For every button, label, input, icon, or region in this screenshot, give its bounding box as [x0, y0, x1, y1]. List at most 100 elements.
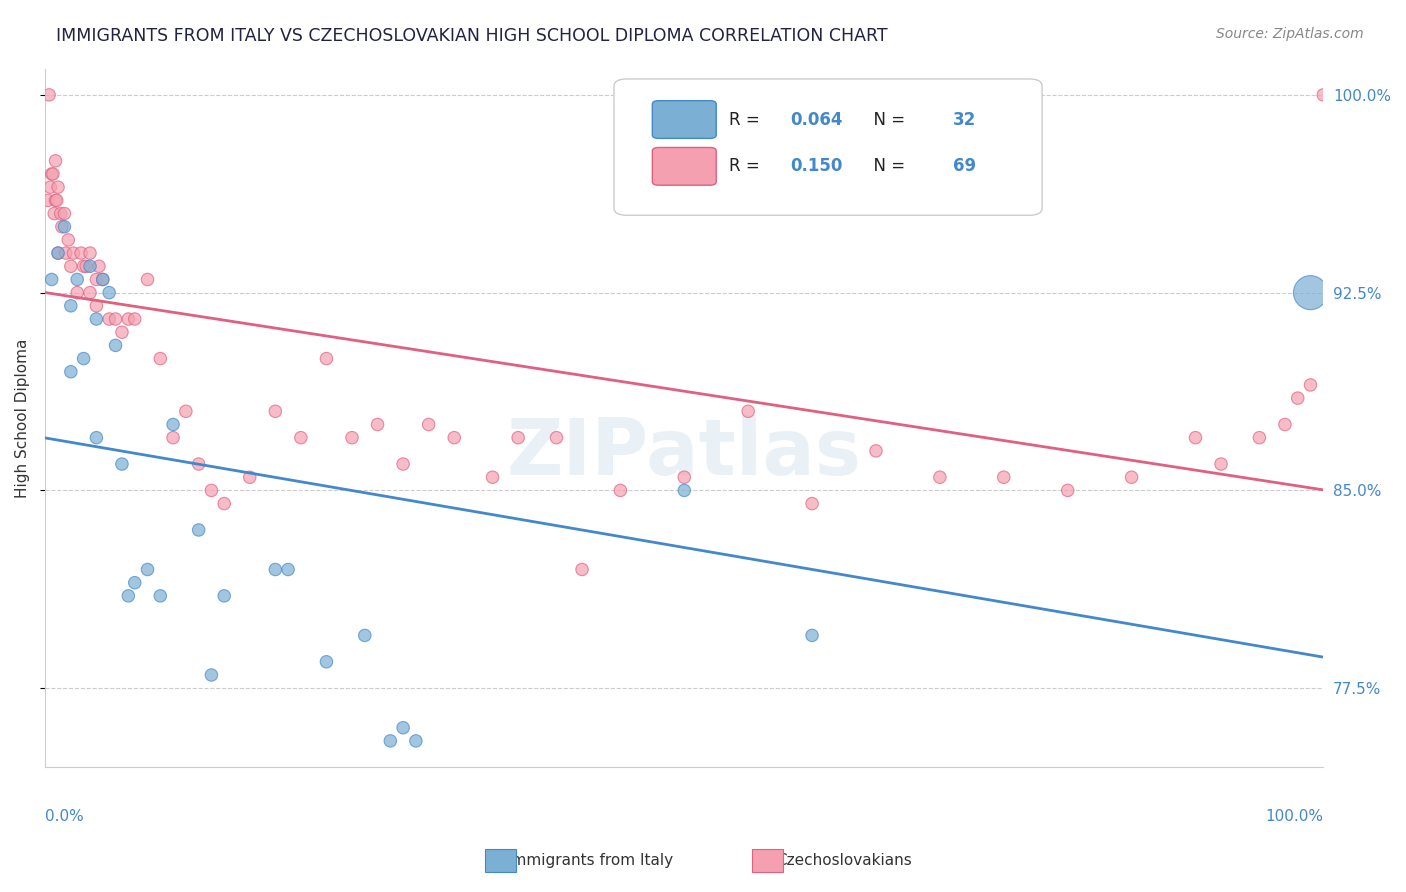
Point — [124, 312, 146, 326]
Text: R =: R = — [728, 111, 765, 128]
Point — [136, 272, 159, 286]
Point — [418, 417, 440, 432]
Point — [546, 431, 568, 445]
Point — [86, 272, 108, 286]
Point — [41, 272, 63, 286]
Point — [609, 483, 631, 498]
Point — [508, 431, 530, 445]
Point — [149, 589, 172, 603]
Point — [1286, 391, 1309, 405]
Point — [62, 246, 84, 260]
Point — [42, 167, 65, 181]
Point — [1299, 378, 1322, 392]
Point — [136, 562, 159, 576]
Point — [340, 431, 363, 445]
Point — [200, 668, 222, 682]
Point — [124, 575, 146, 590]
Point — [44, 206, 66, 220]
Point — [39, 180, 62, 194]
Point — [104, 338, 127, 352]
Point — [46, 180, 69, 194]
Point — [239, 470, 262, 484]
Point — [104, 312, 127, 326]
Point — [187, 523, 209, 537]
Point — [79, 246, 101, 260]
Point — [481, 470, 503, 484]
Point — [162, 431, 184, 445]
Point — [58, 233, 80, 247]
Point — [865, 443, 887, 458]
Point — [86, 312, 108, 326]
Point — [353, 628, 375, 642]
Point — [392, 721, 415, 735]
Point — [1249, 431, 1271, 445]
Point — [44, 194, 66, 208]
Point — [1209, 457, 1232, 471]
Point — [290, 431, 312, 445]
Point — [72, 260, 94, 274]
Point — [212, 497, 235, 511]
Text: ZIPatlas: ZIPatlas — [506, 415, 862, 491]
Point — [315, 351, 337, 366]
Point — [571, 562, 593, 576]
Point — [72, 351, 94, 366]
Text: Immigrants from Italy: Immigrants from Italy — [508, 854, 673, 868]
Point — [87, 260, 110, 274]
Point — [367, 417, 389, 432]
Point — [1121, 470, 1143, 484]
Point — [91, 272, 114, 286]
Text: 0.064: 0.064 — [790, 111, 842, 128]
Point — [801, 628, 824, 642]
Point — [46, 246, 69, 260]
Point — [51, 219, 73, 234]
Point — [53, 219, 76, 234]
Point — [111, 457, 134, 471]
Point — [37, 194, 59, 208]
Point — [91, 272, 114, 286]
Point — [86, 299, 108, 313]
Point — [75, 260, 97, 274]
Point — [53, 206, 76, 220]
Text: 32: 32 — [953, 111, 976, 128]
Point — [59, 260, 82, 274]
Text: N =: N = — [863, 111, 911, 128]
Point — [41, 167, 63, 181]
Point — [45, 194, 67, 208]
Point — [59, 365, 82, 379]
Point — [149, 351, 172, 366]
FancyBboxPatch shape — [652, 101, 716, 138]
Point — [117, 312, 139, 326]
Point — [66, 285, 89, 300]
Point — [673, 483, 696, 498]
Point — [380, 734, 402, 748]
Point — [392, 457, 415, 471]
Point — [46, 246, 69, 260]
Point — [187, 457, 209, 471]
Point — [55, 246, 77, 260]
Point — [38, 87, 60, 102]
Text: R =: R = — [728, 157, 765, 176]
Point — [315, 655, 337, 669]
Point — [1312, 87, 1334, 102]
Point — [79, 260, 101, 274]
Point — [86, 431, 108, 445]
Point — [737, 404, 759, 418]
Point — [264, 404, 287, 418]
Point — [49, 206, 72, 220]
Point — [1274, 417, 1296, 432]
Text: 0.150: 0.150 — [790, 157, 842, 176]
Point — [212, 589, 235, 603]
Point — [1299, 285, 1322, 300]
Point — [443, 431, 465, 445]
Point — [111, 325, 134, 339]
Y-axis label: High School Diploma: High School Diploma — [15, 338, 30, 498]
FancyBboxPatch shape — [652, 147, 716, 186]
Point — [1056, 483, 1078, 498]
Text: 69: 69 — [953, 157, 976, 176]
Point — [98, 285, 121, 300]
Point — [174, 404, 197, 418]
Text: Source: ZipAtlas.com: Source: ZipAtlas.com — [1216, 27, 1364, 41]
Point — [801, 497, 824, 511]
Text: Czechoslovakians: Czechoslovakians — [776, 854, 911, 868]
Text: IMMIGRANTS FROM ITALY VS CZECHOSLOVAKIAN HIGH SCHOOL DIPLOMA CORRELATION CHART: IMMIGRANTS FROM ITALY VS CZECHOSLOVAKIAN… — [56, 27, 887, 45]
